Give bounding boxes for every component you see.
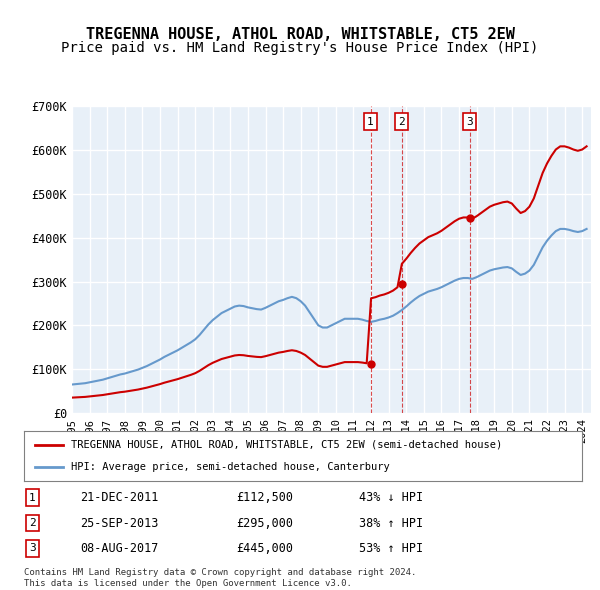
Text: 43% ↓ HPI: 43% ↓ HPI (359, 491, 423, 504)
Text: 53% ↑ HPI: 53% ↑ HPI (359, 542, 423, 555)
Text: 1: 1 (29, 493, 36, 503)
Text: 08-AUG-2017: 08-AUG-2017 (80, 542, 158, 555)
Text: 25-SEP-2013: 25-SEP-2013 (80, 516, 158, 530)
Text: 1: 1 (367, 117, 374, 126)
Text: £295,000: £295,000 (236, 516, 293, 530)
Text: 38% ↑ HPI: 38% ↑ HPI (359, 516, 423, 530)
Text: This data is licensed under the Open Government Licence v3.0.: This data is licensed under the Open Gov… (24, 579, 352, 588)
Text: 2: 2 (29, 518, 36, 528)
Text: HPI: Average price, semi-detached house, Canterbury: HPI: Average price, semi-detached house,… (71, 462, 390, 472)
Text: TREGENNA HOUSE, ATHOL ROAD, WHITSTABLE, CT5 2EW (semi-detached house): TREGENNA HOUSE, ATHOL ROAD, WHITSTABLE, … (71, 440, 503, 450)
Text: Price paid vs. HM Land Registry's House Price Index (HPI): Price paid vs. HM Land Registry's House … (61, 41, 539, 55)
Text: 21-DEC-2011: 21-DEC-2011 (80, 491, 158, 504)
Text: 3: 3 (466, 117, 473, 126)
Text: £445,000: £445,000 (236, 542, 293, 555)
Text: Contains HM Land Registry data © Crown copyright and database right 2024.: Contains HM Land Registry data © Crown c… (24, 568, 416, 576)
Text: 2: 2 (398, 117, 405, 126)
Text: £112,500: £112,500 (236, 491, 293, 504)
Text: 3: 3 (29, 543, 36, 553)
Text: TREGENNA HOUSE, ATHOL ROAD, WHITSTABLE, CT5 2EW: TREGENNA HOUSE, ATHOL ROAD, WHITSTABLE, … (86, 27, 514, 41)
